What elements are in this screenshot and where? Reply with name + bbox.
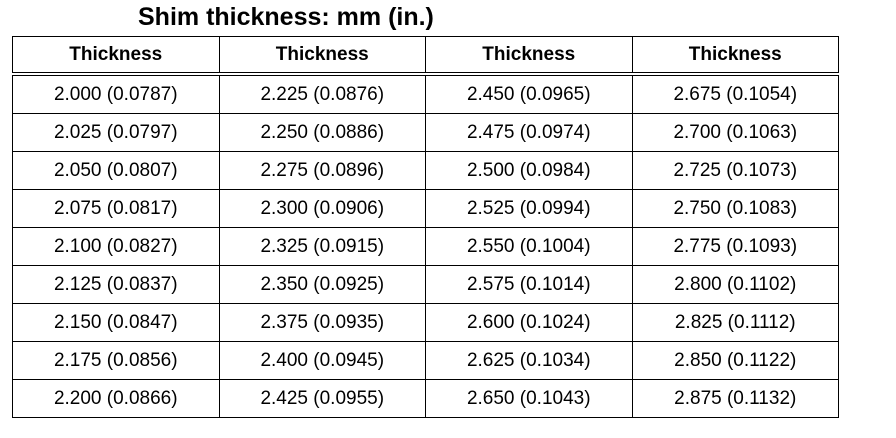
- table-cell: 2.850 (0.1122): [631, 341, 839, 380]
- table-cell: 2.225 (0.0876): [218, 73, 426, 114]
- table-cell: 2.575 (0.1014): [425, 265, 633, 304]
- table-cell: 2.275 (0.0896): [218, 151, 426, 190]
- table-cell: 2.875 (0.1132): [631, 379, 839, 418]
- table-cell: 2.600 (0.1024): [425, 303, 633, 342]
- table-cell: 2.825 (0.1112): [631, 303, 839, 342]
- header-cell: Thickness: [12, 36, 220, 76]
- table-cell: 2.125 (0.0837): [12, 265, 220, 304]
- table-cell: 2.450 (0.0965): [425, 73, 633, 114]
- table-cell: 2.350 (0.0925): [218, 265, 426, 304]
- table-cell: 2.175 (0.0856): [12, 341, 220, 380]
- table-cell: 2.300 (0.0906): [218, 189, 426, 228]
- table-cell: 2.075 (0.0817): [12, 189, 220, 228]
- header-row: Thickness Thickness Thickness Thickness: [12, 36, 839, 76]
- table-cell: 2.650 (0.1043): [425, 379, 633, 418]
- shim-table: Thickness Thickness Thickness Thickness 2.0…: [12, 36, 839, 418]
- table-header: Thickness Thickness Thickness Thickness: [12, 36, 839, 76]
- table-cell: 2.775 (0.1093): [631, 227, 839, 266]
- table-cell: 2.725 (0.1073): [631, 151, 839, 190]
- table-row: 2.050 (0.0807) 2.275 (0.0896) 2.500 (0.098…: [12, 151, 839, 190]
- table-cell: 2.200 (0.0866): [12, 379, 220, 418]
- header-cell: Thickness: [425, 36, 633, 76]
- table-cell: 2.325 (0.0915): [218, 227, 426, 266]
- table-cell: 2.675 (0.1054): [631, 73, 839, 114]
- table-cell: 2.425 (0.0955): [218, 379, 426, 418]
- table-cell: 2.700 (0.1063): [631, 113, 839, 152]
- table-cell: 2.000 (0.0787): [12, 73, 220, 114]
- table-row: 2.000 (0.0787) 2.225 (0.0876) 2.450 (0.096…: [12, 73, 839, 114]
- header-cell: Thickness: [631, 36, 839, 76]
- table-cell: 2.475 (0.0974): [425, 113, 633, 152]
- table-cell: 2.400 (0.0945): [218, 341, 426, 380]
- table-cell: 2.250 (0.0886): [218, 113, 426, 152]
- table-row: 2.025 (0.0797) 2.250 (0.0886) 2.475 (0.097…: [12, 113, 839, 152]
- table-cell: 2.800 (0.1102): [631, 265, 839, 304]
- table-row: 2.100 (0.0827) 2.325 (0.0915) 2.550 (0.100…: [12, 227, 839, 266]
- table-row: 2.175 (0.0856) 2.400 (0.0945) 2.625 (0.103…: [12, 341, 839, 380]
- table-cell: 2.550 (0.1004): [425, 227, 633, 266]
- table-cell: 2.625 (0.1034): [425, 341, 633, 380]
- table-row: 2.125 (0.0837) 2.350 (0.0925) 2.575 (0.101…: [12, 265, 839, 304]
- title: Shim thickness: mm (in.): [138, 3, 434, 31]
- table-cell: 2.500 (0.0984): [425, 151, 633, 190]
- table-cell: 2.025 (0.0797): [12, 113, 220, 152]
- table-cell: 2.525 (0.0994): [425, 189, 633, 228]
- table-cell: 2.100 (0.0827): [12, 227, 220, 266]
- table-row: 2.150 (0.0847) 2.375 (0.0935) 2.600 (0.102…: [12, 303, 839, 342]
- table-body: 2.000 (0.0787) 2.225 (0.0876) 2.450 (0.096…: [12, 73, 839, 418]
- header-cell: Thickness: [218, 36, 426, 76]
- table-row: 2.075 (0.0817) 2.300 (0.0906) 2.525 (0.099…: [12, 189, 839, 228]
- table-cell: 2.750 (0.1083): [631, 189, 839, 228]
- table-row: 2.200 (0.0866) 2.425 (0.0955) 2.650 (0.104…: [12, 379, 839, 418]
- table-cell: 2.050 (0.0807): [12, 151, 220, 190]
- table-cell: 2.375 (0.0935): [218, 303, 426, 342]
- table-cell: 2.150 (0.0847): [12, 303, 220, 342]
